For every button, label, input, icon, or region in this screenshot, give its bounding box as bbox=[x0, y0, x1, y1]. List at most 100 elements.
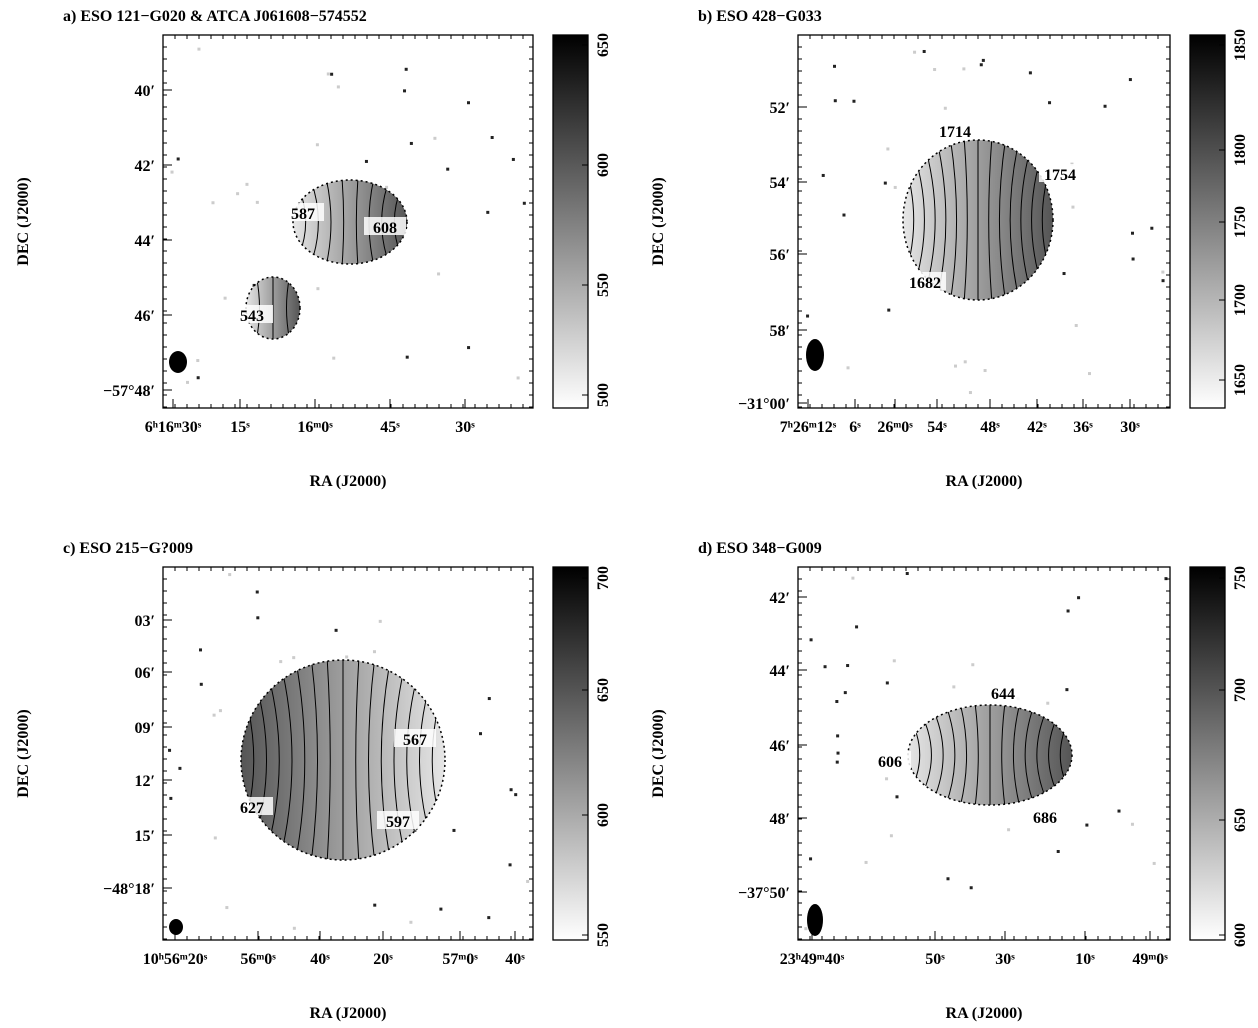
y-tick-label: 42′ bbox=[770, 590, 791, 607]
colorbar bbox=[1189, 566, 1226, 941]
noise-pixel bbox=[946, 877, 950, 881]
y-tick-label: 03′ bbox=[135, 613, 156, 630]
noise-pixel bbox=[969, 886, 973, 890]
noise-pixel bbox=[514, 793, 518, 797]
label-backdrop bbox=[982, 683, 1024, 701]
noise-pixel bbox=[486, 210, 490, 214]
y-tick-label: −37°50′ bbox=[738, 885, 790, 902]
x-tick-label: 49ᵐ0ˢ bbox=[1132, 951, 1168, 968]
noise-pixel bbox=[887, 308, 891, 312]
colorbar-tick-label: 650 bbox=[1232, 808, 1249, 832]
x-tick-label: 30ˢ bbox=[455, 419, 475, 436]
label-backdrop bbox=[231, 305, 273, 323]
noise-pixel bbox=[979, 63, 983, 67]
noise-pixel bbox=[186, 380, 190, 384]
y-tick-label: 12′ bbox=[135, 773, 156, 790]
noise-pixel bbox=[971, 663, 975, 667]
x-tick-label: 40ˢ bbox=[310, 951, 330, 968]
contour-line bbox=[988, 140, 993, 300]
contour-line bbox=[311, 660, 318, 860]
x-tick-label: 36ˢ bbox=[1073, 419, 1093, 436]
noise-pixel bbox=[1161, 270, 1165, 274]
noise-pixel bbox=[467, 346, 471, 350]
noise-pixel bbox=[953, 364, 957, 368]
noise-pixel bbox=[326, 72, 330, 76]
noise-pixel bbox=[196, 359, 200, 363]
noise-pixel bbox=[176, 157, 180, 161]
noise-pixel bbox=[385, 185, 389, 189]
noise-pixel bbox=[330, 72, 334, 76]
noise-pixel bbox=[1085, 823, 1089, 827]
noise-pixel bbox=[809, 638, 813, 642]
panel: d) ESO 348−G009 42′ 44′ 46′ 48′ −37°50′ 23ʰ49ᵐ… bbox=[650, 540, 1249, 1022]
noise-pixel bbox=[197, 47, 201, 51]
colorbar-tick-label: 700 bbox=[1232, 678, 1249, 702]
colorbar-tick-label: 500 bbox=[595, 383, 612, 407]
noise-pixel bbox=[316, 287, 320, 291]
noise-pixel bbox=[843, 691, 847, 695]
panel-title: a) ESO 121−G020 & ATCA J061608−574552 bbox=[63, 8, 367, 25]
contour-label: 644 bbox=[991, 686, 1015, 703]
colorbar-tick-label: 650 bbox=[595, 33, 612, 57]
contour-label: 597 bbox=[386, 814, 410, 831]
contour-line bbox=[368, 660, 375, 860]
noise-pixel bbox=[821, 173, 825, 177]
colorbar-tick-label: 650 bbox=[595, 678, 612, 702]
contour-line bbox=[1001, 705, 1006, 805]
noise-pixel bbox=[490, 136, 494, 140]
noise-pixel bbox=[1128, 78, 1132, 82]
noise-pixel bbox=[1150, 226, 1154, 230]
noise-pixel bbox=[1077, 596, 1081, 600]
noise-pixel bbox=[479, 732, 483, 736]
noise-pixel bbox=[968, 391, 972, 395]
noise-pixel bbox=[279, 660, 283, 664]
noise-pixel bbox=[1103, 104, 1107, 108]
label-backdrop bbox=[1024, 807, 1066, 825]
noise-pixel bbox=[487, 697, 491, 701]
contour-line bbox=[1009, 140, 1020, 300]
colorbar-tick-label: 550 bbox=[595, 273, 612, 297]
plot-frame bbox=[162, 34, 534, 409]
contour-line bbox=[1012, 705, 1020, 805]
noise-pixel bbox=[835, 700, 839, 704]
contour-line bbox=[950, 140, 958, 300]
noise-pixel bbox=[334, 628, 338, 632]
noise-pixel bbox=[962, 67, 966, 71]
y-tick-label: −31°00′ bbox=[738, 396, 790, 413]
noise-pixel bbox=[178, 766, 182, 770]
panel: c) ESO 215−G?009 03′ 06′ 09′ 12′ 15′ −48°18′ 10… bbox=[15, 540, 612, 1022]
noise-pixel bbox=[835, 760, 839, 764]
noise-pixel bbox=[905, 572, 909, 576]
noise-pixel bbox=[373, 903, 377, 907]
colorbar-tick-label: 600 bbox=[1232, 923, 1249, 947]
colorbar bbox=[552, 34, 589, 409]
contour-line bbox=[974, 705, 979, 805]
noise-pixel bbox=[806, 314, 810, 318]
noise-pixel bbox=[213, 836, 217, 840]
noise-pixel bbox=[864, 860, 868, 864]
noise-pixel bbox=[1130, 231, 1134, 235]
noise-pixel bbox=[446, 167, 450, 171]
velocity-field bbox=[292, 179, 408, 265]
contour-line bbox=[998, 140, 1006, 300]
noise-pixel bbox=[1117, 809, 1121, 813]
contour-label: 1682 bbox=[909, 275, 941, 292]
noise-pixel bbox=[1046, 701, 1050, 705]
noise-pixel bbox=[833, 99, 837, 103]
noise-pixel bbox=[886, 147, 890, 151]
colorbar-tick-label: 1650 bbox=[1232, 364, 1249, 396]
noise-pixel bbox=[943, 106, 947, 110]
noise-pixel bbox=[1062, 272, 1066, 276]
y-tick-label: 58′ bbox=[770, 323, 791, 340]
noise-pixel bbox=[1130, 822, 1134, 826]
beam bbox=[807, 904, 823, 936]
noise-pixel bbox=[851, 576, 855, 580]
noise-pixel bbox=[403, 89, 407, 93]
noise-pixel bbox=[1161, 279, 1165, 283]
noise-pixel bbox=[409, 920, 413, 924]
plot-frame bbox=[797, 566, 1171, 941]
contour-label: 1714 bbox=[939, 124, 971, 141]
contour-label: 1754 bbox=[1044, 167, 1076, 184]
noise-pixel bbox=[511, 157, 515, 161]
